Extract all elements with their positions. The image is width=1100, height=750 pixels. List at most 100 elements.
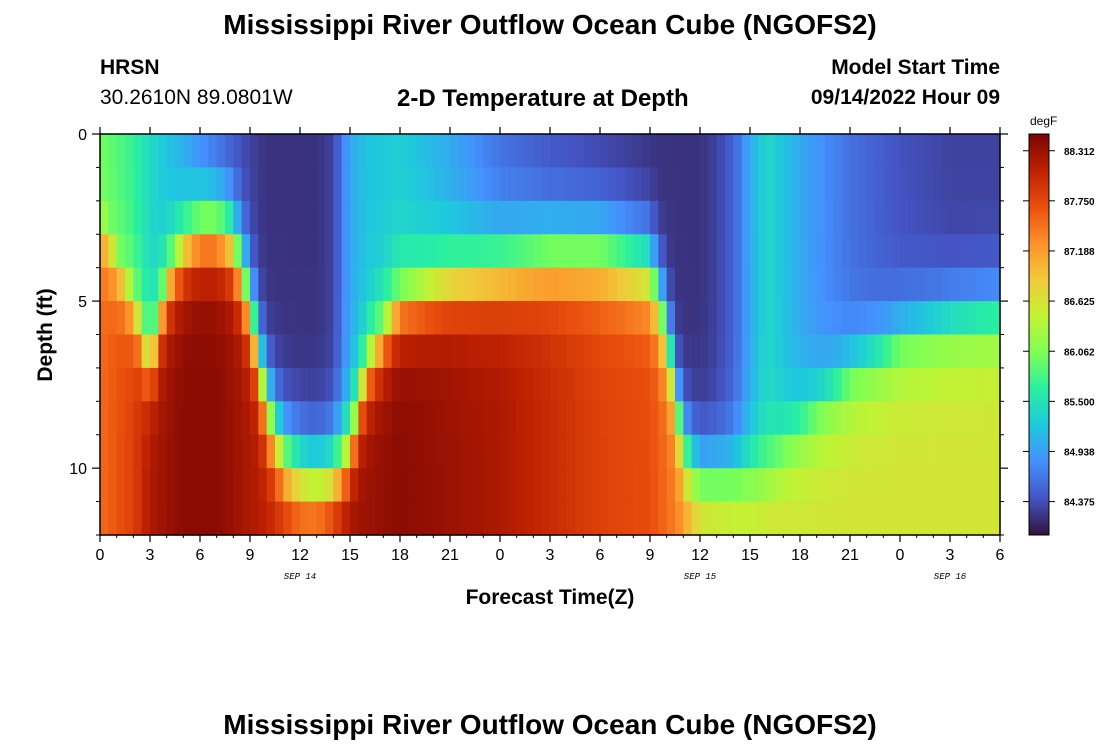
- heatmap-cell: [466, 267, 476, 302]
- heatmap-cell: [208, 367, 218, 402]
- heatmap-cell: [416, 167, 426, 202]
- heatmap-cell: [666, 367, 676, 402]
- heatmap-cell: [600, 167, 609, 202]
- heatmap-cell: [125, 468, 134, 503]
- heatmap-cell: [575, 334, 584, 369]
- heatmap-cell: [941, 367, 951, 402]
- heatmap-cell: [216, 267, 226, 302]
- heatmap-cell: [183, 234, 193, 269]
- heatmap-cell: [208, 134, 218, 169]
- heatmap-cell: [158, 501, 168, 536]
- heatmap-cell: [600, 501, 609, 536]
- heatmap-cell: [475, 301, 484, 336]
- heatmap-cell: [300, 167, 309, 202]
- heatmap-cell: [941, 334, 951, 369]
- heatmap-cell: [800, 134, 809, 169]
- heatmap-cell: [966, 234, 976, 269]
- heatmap-cell: [483, 401, 493, 436]
- heatmap-cell: [641, 367, 651, 402]
- heatmap-cell: [775, 334, 784, 369]
- heatmap-cell: [533, 468, 543, 503]
- heatmap-cell: [766, 501, 776, 536]
- heatmap-cell: [550, 334, 559, 369]
- heatmap-cell: [116, 234, 126, 269]
- heatmap-cell: [416, 334, 426, 369]
- heatmap-cell: [616, 434, 626, 469]
- heatmap-cell: [133, 401, 143, 436]
- heatmap-cell: [566, 334, 576, 369]
- heatmap-cell: [983, 167, 993, 202]
- heatmap-cell: [883, 434, 893, 469]
- heatmap-cell: [608, 267, 618, 302]
- heatmap-cell: [391, 134, 401, 169]
- heatmap-cell: [308, 367, 318, 402]
- heatmap-cell: [641, 468, 651, 503]
- heatmap-cell: [508, 334, 518, 369]
- heatmap-cell: [350, 367, 359, 402]
- heatmap-cell: [675, 334, 684, 369]
- heatmap-cell: [733, 234, 743, 269]
- heatmap-cell: [541, 267, 551, 302]
- heatmap-cell: [341, 468, 351, 503]
- heatmap-cell: [483, 301, 493, 336]
- heatmap-cell: [875, 200, 884, 235]
- heatmap-cell: [158, 367, 168, 402]
- heatmap-cell: [333, 267, 343, 302]
- heatmap-cell: [833, 401, 843, 436]
- heatmap-cell: [100, 301, 109, 336]
- heatmap-cell: [508, 401, 518, 436]
- heatmap-cell: [833, 334, 843, 369]
- heatmap-cell: [850, 301, 859, 336]
- heatmap-cell: [150, 468, 159, 503]
- colorbar-tick-label: 87.188: [1064, 247, 1095, 258]
- heatmap-cell: [441, 468, 451, 503]
- heatmap-cell: [908, 301, 918, 336]
- heatmap-cell: [166, 434, 176, 469]
- heatmap-cell: [141, 334, 151, 369]
- heatmap-cell: [258, 301, 268, 336]
- heatmap-cell: [241, 334, 251, 369]
- heatmap-cell: [791, 401, 801, 436]
- heatmap-cell: [575, 367, 584, 402]
- heatmap-cell: [475, 234, 484, 269]
- heatmap-cell: [741, 267, 751, 302]
- heatmap-cell: [433, 401, 443, 436]
- heatmap-cell: [175, 468, 184, 503]
- heatmap-cell: [933, 267, 943, 302]
- heatmap-cell: [533, 501, 543, 536]
- heatmap-cell: [225, 367, 234, 402]
- heatmap-cell: [191, 234, 201, 269]
- heatmap-cell: [125, 134, 134, 169]
- heatmap-cell: [816, 234, 826, 269]
- heatmap-cell: [825, 334, 834, 369]
- heatmap-cell: [291, 334, 301, 369]
- heatmap-cell: [416, 401, 426, 436]
- heatmap-cell: [158, 234, 168, 269]
- heatmap-cell: [225, 200, 234, 235]
- heatmap-cell: [583, 167, 593, 202]
- heatmap-cell: [175, 301, 184, 336]
- heatmap-cell: [116, 468, 126, 503]
- heatmap-cell: [891, 434, 901, 469]
- heatmap-cell: [675, 468, 684, 503]
- heatmap-cell: [725, 267, 734, 302]
- heatmap-cell: [275, 134, 284, 169]
- heatmap-cell: [975, 468, 984, 503]
- heatmap-cell: [983, 367, 993, 402]
- heatmap-cell: [450, 367, 459, 402]
- heatmap-cell: [216, 134, 226, 169]
- heatmap-cell: [591, 167, 601, 202]
- heatmap-cell: [783, 234, 793, 269]
- heatmap-cell: [400, 267, 409, 302]
- heatmap-cell: [458, 301, 468, 336]
- heatmap-cell: [191, 301, 201, 336]
- heatmap-cell: [208, 334, 218, 369]
- heatmap-cell: [100, 234, 109, 269]
- heatmap-cell: [508, 468, 518, 503]
- heatmap-cell: [850, 134, 859, 169]
- heatmap-cell: [883, 401, 893, 436]
- heatmap-cell: [875, 267, 884, 302]
- heatmap-cell: [775, 134, 784, 169]
- heatmap-cell: [966, 468, 976, 503]
- heatmap-cell: [991, 334, 1001, 369]
